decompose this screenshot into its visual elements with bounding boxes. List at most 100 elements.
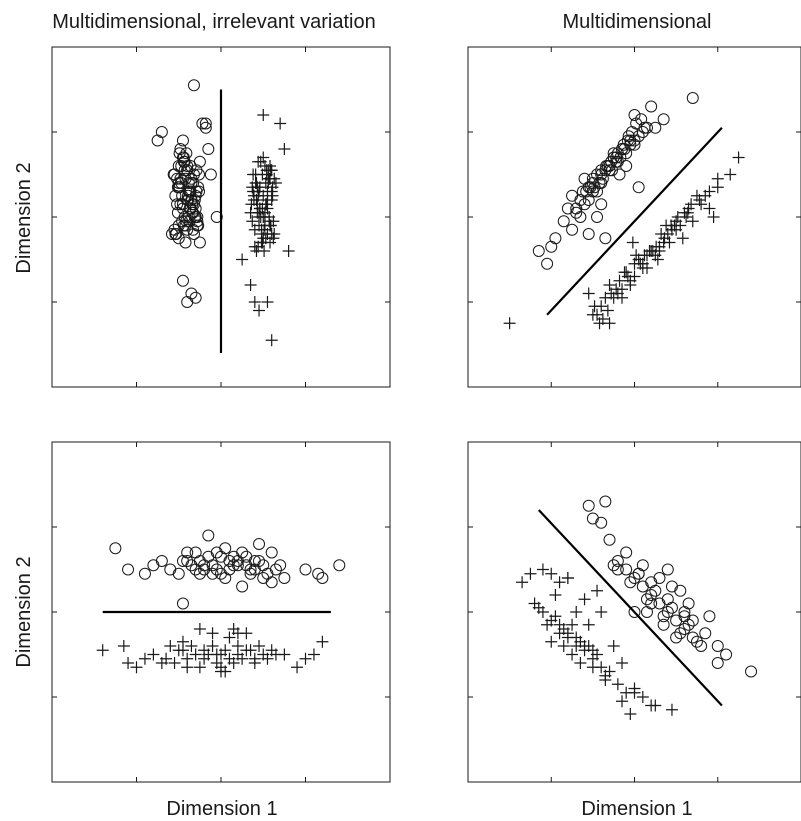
plus-point — [278, 648, 291, 661]
plus-point — [291, 661, 304, 674]
circle-point — [138, 567, 151, 580]
plus-point — [231, 648, 244, 661]
circle-point — [109, 542, 122, 555]
plus-point — [253, 211, 266, 223]
plus-point — [596, 313, 609, 325]
plus-point — [138, 652, 151, 665]
plus-point — [249, 168, 262, 181]
plus-point — [524, 567, 537, 580]
plus-point — [244, 279, 257, 291]
circle-point — [566, 223, 579, 236]
circle-point — [645, 576, 658, 589]
plus-point — [545, 567, 558, 580]
plus-point — [628, 686, 641, 699]
plus-point — [255, 228, 268, 240]
circle-point — [193, 236, 206, 249]
plus-point — [549, 610, 562, 623]
circle-point — [172, 219, 185, 232]
circle-point — [219, 572, 232, 584]
circle-point — [570, 206, 583, 219]
plus-point — [624, 279, 637, 291]
plus-point — [278, 143, 291, 155]
plus-point — [316, 635, 329, 648]
circle-point — [574, 211, 587, 223]
plus-point — [253, 640, 266, 652]
circle-point — [187, 223, 200, 236]
plus-point — [307, 648, 320, 661]
plus-point — [595, 606, 608, 618]
circle-point — [202, 143, 215, 155]
circle-point — [274, 559, 287, 572]
circle-point — [628, 109, 641, 121]
plus-point — [574, 657, 587, 669]
circle-point — [549, 232, 562, 245]
plus-point — [607, 640, 620, 652]
circle-point — [670, 631, 683, 644]
plus-point — [549, 589, 562, 601]
circle-point — [582, 194, 595, 206]
plus-point — [685, 198, 698, 211]
plus-point — [223, 631, 236, 644]
circle-point — [181, 296, 194, 308]
plus-point — [274, 117, 287, 130]
plus-point — [621, 270, 634, 283]
circle-point — [202, 529, 215, 542]
circle-point — [640, 593, 653, 606]
circle-point — [193, 555, 206, 567]
circle-point — [557, 215, 570, 228]
panel-title-left: Multidimensional, irrelevant variation — [52, 11, 375, 33]
plus-point — [122, 657, 135, 669]
scatter-panel — [51, 441, 391, 783]
plus-point — [591, 584, 604, 597]
circle-point — [244, 567, 257, 580]
decision-boundary — [537, 509, 723, 707]
circle-point — [215, 567, 227, 580]
circle-point — [599, 232, 612, 245]
circle-point — [686, 92, 699, 104]
circle-point — [171, 181, 184, 194]
circle-point — [653, 572, 666, 584]
plus-point — [711, 181, 724, 194]
circle-point — [257, 559, 270, 572]
circle-point — [187, 79, 200, 92]
axes-frame — [467, 46, 801, 388]
plus-point — [282, 245, 295, 257]
x-axis-label-right: Dimension 1 — [581, 798, 692, 820]
plus-point — [299, 652, 312, 665]
plus-point — [686, 215, 699, 228]
circle-point — [199, 117, 212, 130]
circle-point — [711, 657, 724, 669]
circle-point — [695, 640, 708, 652]
circle-point — [333, 559, 346, 572]
plus-point — [193, 661, 206, 674]
plus-point — [578, 644, 591, 657]
circle-point — [620, 563, 633, 576]
circle-point — [174, 143, 187, 155]
plus-point — [561, 631, 574, 644]
plus-point — [545, 635, 558, 648]
circle-point — [624, 576, 637, 589]
plus-point — [250, 245, 263, 257]
circle-point — [620, 160, 633, 172]
circle-point — [181, 546, 194, 559]
plus-point — [210, 657, 223, 669]
plus-point — [651, 253, 664, 266]
circle-point — [198, 559, 211, 572]
plus-point — [198, 652, 211, 665]
plus-point — [240, 627, 253, 640]
plus-point — [611, 678, 624, 691]
circle-point — [586, 512, 599, 525]
plus-point — [503, 317, 516, 330]
plus-point — [164, 640, 177, 652]
plus-point — [181, 661, 194, 674]
plus-point — [603, 279, 616, 291]
plus-point — [681, 206, 694, 219]
plus-point — [603, 317, 616, 330]
circle-point — [223, 555, 236, 567]
circle-point — [626, 126, 639, 138]
plus-point — [645, 699, 658, 712]
plus-point — [570, 640, 583, 652]
plus-point — [634, 257, 647, 270]
circle-point — [227, 559, 240, 572]
